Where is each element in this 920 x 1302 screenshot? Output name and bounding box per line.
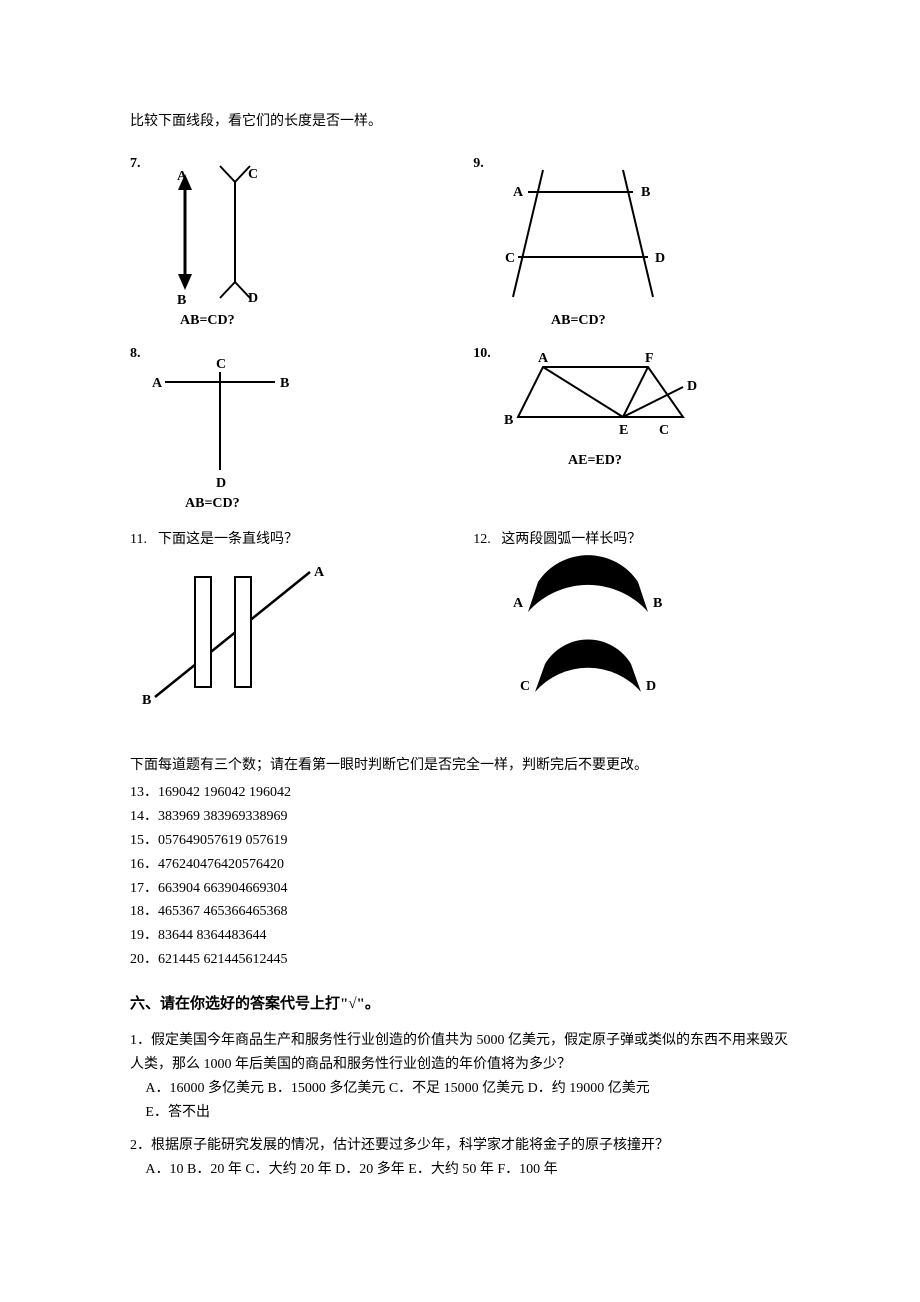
svg-text:F: F — [645, 351, 654, 366]
svg-text:A: A — [538, 351, 549, 366]
figure-q7: 7. A B C D AB=CD? — [130, 152, 447, 332]
figure-number: 10. — [473, 342, 491, 366]
figure-q8-svg: A B C D AB=CD? — [130, 342, 320, 512]
svg-text:B: B — [641, 185, 650, 200]
svg-text:A: A — [314, 565, 325, 580]
mc-q2-stem: 2．根据原子能研究发展的情况，估计还要过多少年，科学家才能将金子的原子核撞开？ — [130, 1134, 790, 1158]
section-6-heading: 六、请在你选好的答案代号上打"√"。 — [130, 992, 790, 1018]
mc-option-line: A．10 B．20 年 C．大约 20 年 D．20 多年 E．大约 50 年 … — [145, 1158, 790, 1182]
numbers-intro: 下面每道题有三个数；请在看第一眼时判断它们是否完全一样，判断完后不要更改。 — [130, 754, 790, 778]
figure-q8: 8. A B C D AB=CD? — [130, 342, 447, 512]
figure-q7-svg: A B C D AB=CD? — [130, 152, 310, 332]
number-item: 14．383969 383969338969 — [130, 805, 790, 829]
svg-text:D: D — [216, 476, 226, 491]
figure-q12-question: 这两段圆弧一样长吗？ — [501, 532, 641, 547]
svg-text:E: E — [619, 423, 628, 438]
number-item: 19．83644 8364483644 — [130, 924, 790, 948]
svg-text:A: A — [177, 169, 188, 184]
svg-text:C: C — [248, 167, 258, 182]
svg-text:D: D — [687, 379, 697, 394]
number-item: 18．465367 465366465368 — [130, 900, 790, 924]
figure-number: 9. — [473, 152, 484, 176]
figures-grid: 7. A B C D AB=CD? 9. — [130, 152, 790, 732]
mc-option-line: E．答不出 — [145, 1101, 790, 1125]
svg-text:D: D — [655, 251, 665, 266]
page: 比较下面线段，看它们的长度是否一样。 7. A B C D AB=CD? — [0, 0, 920, 1302]
figure-q12: 12.这两段圆弧一样长吗？ A B C D — [473, 522, 790, 722]
figure-q11-svg: A B — [130, 552, 340, 712]
mc-q2-options: A．10 B．20 年 C．大约 20 年 D．20 多年 E．大约 50 年 … — [130, 1158, 790, 1182]
mc-option-line: A．16000 多亿美元 B．15000 多亿美元 C．不足 15000 亿美元… — [145, 1077, 790, 1101]
number-item: 13．169042 196042 196042 — [130, 781, 790, 805]
svg-text:B: B — [280, 376, 289, 391]
svg-text:AB=CD?: AB=CD? — [551, 313, 606, 328]
svg-text:C: C — [216, 357, 226, 372]
figure-number: 8. — [130, 342, 141, 366]
figure-q10: 10. A F D B E C AE=ED? — [473, 342, 790, 512]
figure-q11-question: 下面这是一条直线吗？ — [158, 532, 298, 547]
figure-q9: 9. A B C D AB=CD? — [473, 152, 790, 332]
svg-text:AB=CD?: AB=CD? — [180, 313, 235, 328]
figure-q9-svg: A B C D AB=CD? — [473, 152, 693, 332]
svg-text:C: C — [505, 251, 515, 266]
mc-q1-stem: 1．假定美国今年商品生产和服务性行业创造的价值共为 5000 亿美元，假定原子弹… — [130, 1029, 790, 1077]
figure-number: 12. — [473, 528, 501, 552]
number-item: 15．057649057619 057619 — [130, 829, 790, 853]
number-item: 17．663904 663904669304 — [130, 877, 790, 901]
number-item: 20．621445 621445612445 — [130, 948, 790, 972]
svg-text:B: B — [504, 413, 513, 428]
svg-text:AE=ED?: AE=ED? — [568, 453, 622, 468]
number-items-list: 13．169042 196042 19604214．383969 3839693… — [130, 781, 790, 971]
mc-q2: 2．根据原子能研究发展的情况，估计还要过多少年，科学家才能将金子的原子核撞开？ … — [130, 1134, 790, 1182]
figure-number: 11. — [130, 528, 158, 552]
figure-q12-svg: A B C D — [473, 552, 693, 722]
figure-number: 7. — [130, 152, 141, 176]
svg-text:D: D — [646, 679, 656, 694]
mc-q1-options: A．16000 多亿美元 B．15000 多亿美元 C．不足 15000 亿美元… — [130, 1077, 790, 1125]
svg-text:AB=CD?: AB=CD? — [185, 496, 240, 511]
segments-compare-intro: 比较下面线段，看它们的长度是否一样。 — [130, 110, 790, 134]
svg-text:B: B — [177, 293, 186, 308]
svg-text:A: A — [152, 376, 163, 391]
svg-text:B: B — [653, 596, 662, 611]
svg-text:A: A — [513, 185, 524, 200]
svg-text:C: C — [659, 423, 669, 438]
svg-text:D: D — [248, 291, 258, 306]
svg-text:C: C — [520, 679, 530, 694]
svg-text:A: A — [513, 596, 524, 611]
number-item: 16．476240476420576420 — [130, 853, 790, 877]
figure-q11: 11.下面这是一条直线吗？ A B — [130, 522, 447, 722]
figure-q10-svg: A F D B E C AE=ED? — [473, 342, 713, 482]
mc-q1: 1．假定美国今年商品生产和服务性行业创造的价值共为 5000 亿美元，假定原子弹… — [130, 1029, 790, 1124]
svg-text:B: B — [142, 693, 151, 708]
